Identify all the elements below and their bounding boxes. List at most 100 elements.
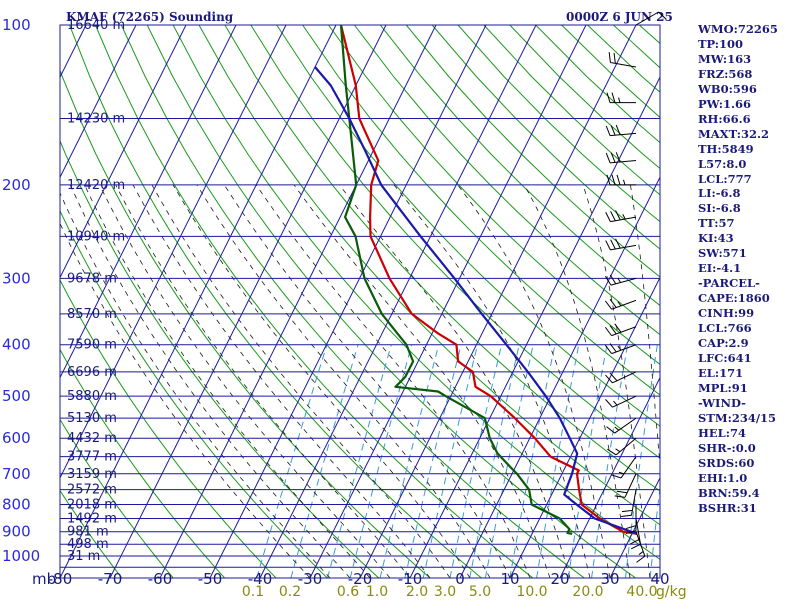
sounding-index: BRN:59.4 bbox=[698, 485, 760, 500]
wind-barb-staff bbox=[612, 395, 637, 408]
wind-barb-flag bbox=[605, 240, 611, 251]
wind-barb-flag bbox=[611, 474, 622, 479]
wind-barb-staff bbox=[611, 326, 637, 337]
wind-barb-flag bbox=[606, 92, 611, 103]
isotherm-line bbox=[60, 25, 137, 179]
sounding-index: MAXT:32.2 bbox=[698, 126, 769, 141]
mixing-ratio-line bbox=[349, 344, 413, 578]
wind-barb bbox=[605, 124, 637, 137]
pressure-unit-label: mb bbox=[32, 570, 56, 588]
wind-barb bbox=[606, 174, 636, 186]
wind-barb-half-flag bbox=[613, 400, 618, 406]
sounding-index: SI:-6.8 bbox=[698, 201, 741, 216]
mixing-ratio-tick-label: 5.0 bbox=[469, 584, 491, 600]
sounding-index: SRDS:60 bbox=[698, 455, 755, 470]
temperature-tick-label: -70 bbox=[98, 570, 123, 588]
wind-barb-flag bbox=[610, 152, 616, 163]
wind-barb-flag bbox=[658, 11, 667, 20]
height-label: 3159 m bbox=[67, 467, 117, 482]
wind-barb-flag bbox=[610, 125, 616, 136]
wind-barb-half-flag bbox=[617, 345, 622, 351]
sounding-index: SW:571 bbox=[698, 246, 747, 261]
sounding-index: LFC:641 bbox=[698, 350, 752, 365]
wind-barb-flag bbox=[605, 212, 611, 222]
wind-barb bbox=[605, 238, 637, 251]
sounding-index: CAP:2.9 bbox=[698, 336, 749, 351]
temperature-trace bbox=[339, 25, 638, 535]
wind-barb-flag bbox=[609, 274, 617, 285]
sounding-index: TH:5849 bbox=[698, 141, 754, 156]
sounding-index: FRZ:568 bbox=[698, 66, 753, 81]
wind-barb-staff bbox=[615, 437, 637, 456]
wind-barb-flag bbox=[625, 530, 637, 535]
wind-barb-flag bbox=[614, 323, 622, 333]
height-label: 2018 m bbox=[67, 498, 117, 513]
wind-barb bbox=[604, 274, 637, 286]
wind-barb bbox=[605, 371, 637, 384]
wind-barb-flag bbox=[630, 543, 641, 550]
station-title: KMAF (72265) Sounding bbox=[66, 10, 234, 24]
wind-barb-flag bbox=[610, 239, 616, 250]
wind-barbs bbox=[604, 11, 667, 563]
pressure-tick-label: 600 bbox=[2, 429, 31, 447]
isotherm-line bbox=[60, 25, 287, 479]
dry-adiabat-line bbox=[405, 25, 660, 278]
datetime-label: 0000Z 6 JUN 25 bbox=[566, 10, 673, 24]
wind-barb-half-flag bbox=[622, 214, 626, 220]
sounding-index: CINH:99 bbox=[698, 306, 755, 321]
sounding-indices-panel: WMO:72265 TP:100 MW:163 FRZ:568 WB0:596 PW:1.… bbox=[698, 22, 798, 515]
height-label: 498 m bbox=[67, 537, 109, 552]
dry-adiabat-line bbox=[302, 25, 660, 396]
temperature-tick-label: -60 bbox=[148, 570, 173, 588]
height-label: 5880 m bbox=[67, 389, 117, 404]
pressure-tick-label: 200 bbox=[2, 176, 31, 194]
wind-barb-flag bbox=[609, 325, 617, 335]
sounding-index: LCL:777 bbox=[698, 171, 752, 186]
wind-barb bbox=[625, 504, 637, 535]
mixing-ratio-tick-label: 40.0 bbox=[626, 584, 657, 600]
sounding-index: WB0:596 bbox=[698, 81, 757, 96]
wind-barb-flag bbox=[616, 174, 621, 185]
wind-barb-flag bbox=[615, 238, 621, 249]
wind-barb-flag bbox=[605, 399, 613, 408]
wind-barb bbox=[605, 210, 637, 223]
wind-barb-half-flag bbox=[623, 179, 626, 185]
wind-barb-half-flag bbox=[618, 97, 621, 103]
wind-barb-flag bbox=[606, 174, 611, 185]
mixing-ratio-tick-label: 10.0 bbox=[516, 584, 547, 600]
wind-barb-flag bbox=[621, 509, 633, 513]
wind-barb-staff bbox=[610, 244, 637, 251]
mixing-ratio-line bbox=[290, 344, 359, 578]
wind-barb-flag bbox=[615, 152, 621, 163]
mixing-ratio-tick-label: 0.1 bbox=[242, 584, 264, 600]
mixing-ratio-tick-label: 1.0 bbox=[366, 584, 388, 600]
pressure-tick-label: 700 bbox=[2, 465, 31, 483]
wind-barb bbox=[621, 489, 637, 517]
mixing-ratio-tick-label: 3.0 bbox=[434, 584, 456, 600]
pressure-tick-label: 300 bbox=[2, 269, 31, 287]
sounding-index: PW:1.66 bbox=[698, 96, 752, 111]
plot-frame bbox=[59, 24, 661, 579]
wind-barb-half-flag bbox=[638, 551, 644, 555]
isotherm-line bbox=[309, 25, 587, 578]
wind-barb-flag bbox=[604, 300, 612, 310]
height-label: 4432 m bbox=[67, 431, 117, 446]
wind-barb-flag bbox=[604, 326, 612, 336]
sounding-index: SHR-:0.0 bbox=[698, 440, 756, 455]
sounding-index: MPL:91 bbox=[698, 380, 748, 395]
parcel-trace bbox=[314, 66, 638, 535]
wind-barb-half-flag bbox=[618, 471, 625, 475]
wind-barb-flag bbox=[609, 372, 618, 382]
sounding-index: EI:-4.1 bbox=[698, 261, 742, 276]
temperature-tick-label: 30 bbox=[600, 570, 619, 588]
dry-adiabat-line bbox=[328, 25, 660, 366]
wind-barb-half-flag bbox=[615, 448, 621, 453]
sounding-index: KI:43 bbox=[698, 231, 734, 246]
wind-barb-flag bbox=[605, 152, 611, 164]
isotherm-line bbox=[459, 176, 660, 578]
isotherm-line bbox=[259, 25, 537, 578]
isotherm-line bbox=[159, 25, 437, 578]
wind-barb-flag bbox=[611, 92, 616, 103]
wind-barb-flag bbox=[609, 343, 617, 353]
mixing-ratio-tick-label: 20.0 bbox=[572, 584, 603, 600]
